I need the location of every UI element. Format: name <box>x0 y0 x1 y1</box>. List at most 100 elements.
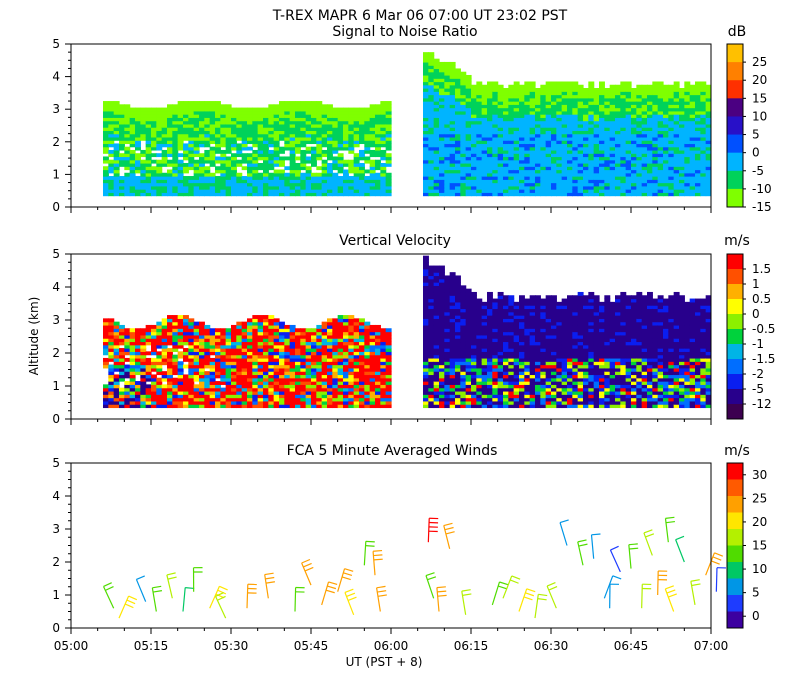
heatmap-cell <box>124 344 131 349</box>
heatmap-cell <box>113 179 120 184</box>
heatmap-cell <box>156 130 163 135</box>
heatmap-cell <box>103 110 109 115</box>
heatmap-cell <box>268 377 275 382</box>
heatmap-cell <box>641 123 648 128</box>
heatmap-cell <box>455 84 461 89</box>
heatmap-cell <box>236 110 243 115</box>
heatmap-cell <box>167 328 173 333</box>
colorbar-swatch <box>727 134 743 154</box>
heatmap-cell <box>284 140 291 145</box>
heatmap-cell <box>471 143 477 148</box>
heatmap-cell <box>220 344 227 349</box>
heatmap-cell <box>343 133 349 138</box>
heatmap-cell <box>519 153 525 158</box>
heatmap-cell <box>140 176 147 180</box>
heatmap-cell <box>545 172 552 177</box>
heatmap-cell <box>215 104 221 109</box>
heatmap-cell <box>561 110 568 115</box>
heatmap-cell <box>156 117 163 122</box>
heatmap-cell <box>561 127 568 131</box>
heatmap-cell <box>177 315 184 319</box>
heatmap-cell <box>465 143 472 148</box>
heatmap-cell <box>449 130 456 135</box>
heatmap-cell <box>348 381 355 385</box>
heatmap-cell <box>257 185 264 190</box>
heatmap-cell <box>343 159 349 164</box>
heatmap-cell <box>364 387 371 392</box>
heatmap-cell <box>460 133 467 138</box>
heatmap-cell <box>193 341 200 346</box>
heatmap-cell <box>124 394 131 399</box>
heatmap-cell <box>199 189 205 193</box>
heatmap-cell <box>380 117 387 122</box>
heatmap-cell <box>353 361 360 366</box>
heatmap-cell <box>625 81 632 86</box>
heatmap-cell <box>193 169 200 174</box>
heatmap-cell <box>172 357 179 362</box>
heatmap-cell <box>625 88 632 92</box>
heatmap-cell <box>439 123 445 128</box>
heatmap-cell <box>471 189 477 193</box>
heatmap-cell <box>268 185 275 190</box>
heatmap-cell <box>492 84 499 89</box>
heatmap-cell <box>263 120 269 125</box>
heatmap-cell <box>652 117 659 122</box>
heatmap-cell <box>316 101 323 105</box>
heatmap-cell <box>188 318 195 323</box>
heatmap-cell <box>193 146 200 151</box>
heatmap-cell <box>684 153 691 158</box>
heatmap-cell <box>567 176 573 180</box>
heatmap-cell <box>204 101 211 105</box>
heatmap-cell <box>423 381 429 385</box>
heatmap-cell <box>668 120 675 125</box>
heatmap-cell <box>369 374 376 379</box>
heatmap-cell <box>647 192 653 197</box>
heatmap-cell <box>529 94 536 99</box>
heatmap-cell <box>481 176 488 180</box>
heatmap-cell <box>423 288 429 293</box>
heatmap-cell <box>460 101 467 105</box>
heatmap-cell <box>385 357 392 362</box>
heatmap-cell <box>471 130 477 135</box>
heatmap-cell <box>268 315 275 319</box>
heatmap-cell <box>657 88 664 92</box>
heatmap-cell <box>572 114 579 118</box>
heatmap-cell <box>380 130 387 135</box>
heatmap-cell <box>311 397 317 402</box>
heatmap-cell <box>204 351 211 356</box>
heatmap-cell <box>321 149 328 154</box>
heatmap-cell <box>513 133 520 138</box>
heatmap-cell <box>513 185 520 190</box>
heatmap-cell <box>257 348 264 352</box>
heatmap-cell <box>135 182 141 187</box>
heatmap-cell <box>625 104 632 109</box>
heatmap-cell <box>257 315 264 319</box>
heatmap-cell <box>257 374 264 379</box>
heatmap-cell <box>193 371 200 376</box>
heatmap-cell <box>204 357 211 362</box>
heatmap-cell <box>556 97 563 102</box>
heatmap-cell <box>129 120 136 125</box>
heatmap-cell <box>177 367 184 372</box>
heatmap-cell <box>433 117 440 122</box>
heatmap-cell <box>652 159 659 164</box>
heatmap-cell <box>108 166 115 171</box>
heatmap-cell <box>503 133 509 138</box>
heatmap-cell <box>108 344 115 349</box>
heatmap-cell <box>284 354 291 359</box>
heatmap-cell <box>385 331 392 336</box>
heatmap-cell <box>369 143 376 148</box>
heatmap-cell <box>327 357 333 362</box>
heatmap-cell <box>305 357 312 362</box>
heatmap-cell <box>113 341 120 346</box>
heatmap-cell <box>444 94 451 99</box>
heatmap-cell <box>385 397 392 402</box>
heatmap-cell <box>140 394 147 399</box>
heatmap-cell <box>215 127 221 131</box>
heatmap-cell <box>476 110 483 115</box>
heatmap-cell <box>124 371 131 376</box>
heatmap-cell <box>199 123 205 128</box>
heatmap-cell <box>337 156 344 161</box>
heatmap-cell <box>353 367 360 372</box>
heatmap-cell <box>604 123 611 128</box>
